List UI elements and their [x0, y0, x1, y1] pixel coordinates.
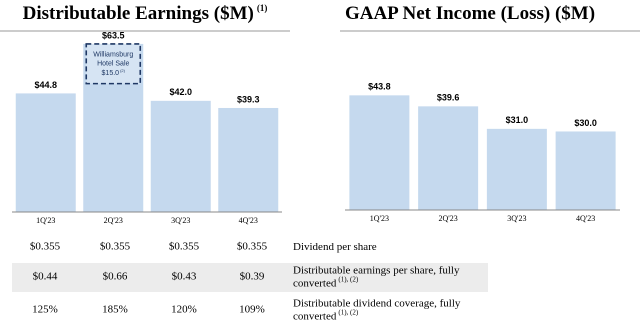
- value-label: $39.3: [237, 94, 260, 104]
- table-cell: 185%: [102, 304, 128, 316]
- annotation-box: [85, 43, 142, 85]
- bar: [486, 128, 547, 210]
- x-tick-label: 2Q'23: [104, 216, 123, 225]
- title-text: GAAP Net Income (Loss) ($M): [345, 3, 595, 24]
- annotation-text: Williamsburg: [93, 52, 133, 59]
- bar: [418, 106, 479, 210]
- value-label: $44.8: [34, 80, 57, 90]
- table-cell: $0.66: [103, 271, 128, 283]
- bar: [349, 95, 410, 210]
- value-label: $63.5: [102, 30, 125, 40]
- row-label-note: (1), (2): [338, 308, 358, 316]
- row-label: Dividend per share: [293, 241, 377, 253]
- table-cell: $0.44: [33, 271, 58, 283]
- row-label: converted (1), (2): [293, 308, 359, 322]
- value-label: $30.0: [574, 118, 597, 128]
- bar: [15, 93, 76, 212]
- row-label-text: Distributable earnings per share, fully: [293, 264, 460, 276]
- table-cell: $0.355: [30, 241, 61, 253]
- row-label: Distributable dividend coverage, fully: [293, 297, 461, 309]
- bar: [150, 100, 211, 212]
- x-tick-label: 3Q'23: [171, 216, 190, 225]
- row-label-text: Distributable dividend coverage, fully: [293, 297, 461, 309]
- chart-title: Distributable Earnings ($M) (1): [23, 3, 268, 24]
- x-tick-label: 3Q'23: [507, 214, 526, 223]
- table-cell: 120%: [171, 304, 197, 316]
- x-tick-label: 4Q'23: [576, 214, 595, 223]
- table-cell: $0.355: [100, 241, 131, 253]
- value-label: $43.8: [368, 82, 391, 92]
- title-note: (1): [257, 3, 268, 13]
- x-tick-label: 1Q'23: [36, 216, 55, 225]
- annotation-note: (2): [120, 68, 126, 73]
- table-cell: 109%: [239, 304, 265, 316]
- bar: [218, 107, 279, 212]
- table-cell: $0.355: [169, 241, 200, 253]
- table-cell: $0.43: [172, 271, 197, 283]
- title-text: Distributable Earnings ($M): [23, 3, 254, 24]
- row-label-note: (1), (2): [338, 275, 358, 283]
- bar: [555, 131, 616, 210]
- annotation-value-label: $15.0: [102, 70, 120, 77]
- row-label-text: converted: [293, 310, 337, 322]
- value-label: $42.0: [169, 87, 192, 97]
- table-cell: $0.39: [240, 271, 265, 283]
- table-cell: $0.355: [237, 241, 268, 253]
- x-tick-label: 2Q'23: [439, 214, 458, 223]
- value-label: $39.6: [437, 93, 460, 103]
- annotation-text: Hotel Sale: [97, 61, 129, 68]
- row-band: [12, 263, 488, 292]
- row-label-text: Dividend per share: [293, 241, 377, 253]
- annotation-value: $15.0(2): [102, 68, 126, 77]
- row-label: converted (1), (2): [293, 275, 359, 289]
- row-label: Distributable earnings per share, fully: [293, 264, 460, 276]
- table-cell: 125%: [32, 304, 58, 316]
- x-tick-label: 4Q'23: [239, 216, 258, 225]
- row-label-text: converted: [293, 277, 337, 289]
- value-label: $31.0: [506, 115, 529, 125]
- chart-title: GAAP Net Income (Loss) ($M): [345, 3, 595, 24]
- x-tick-label: 1Q'23: [370, 214, 389, 223]
